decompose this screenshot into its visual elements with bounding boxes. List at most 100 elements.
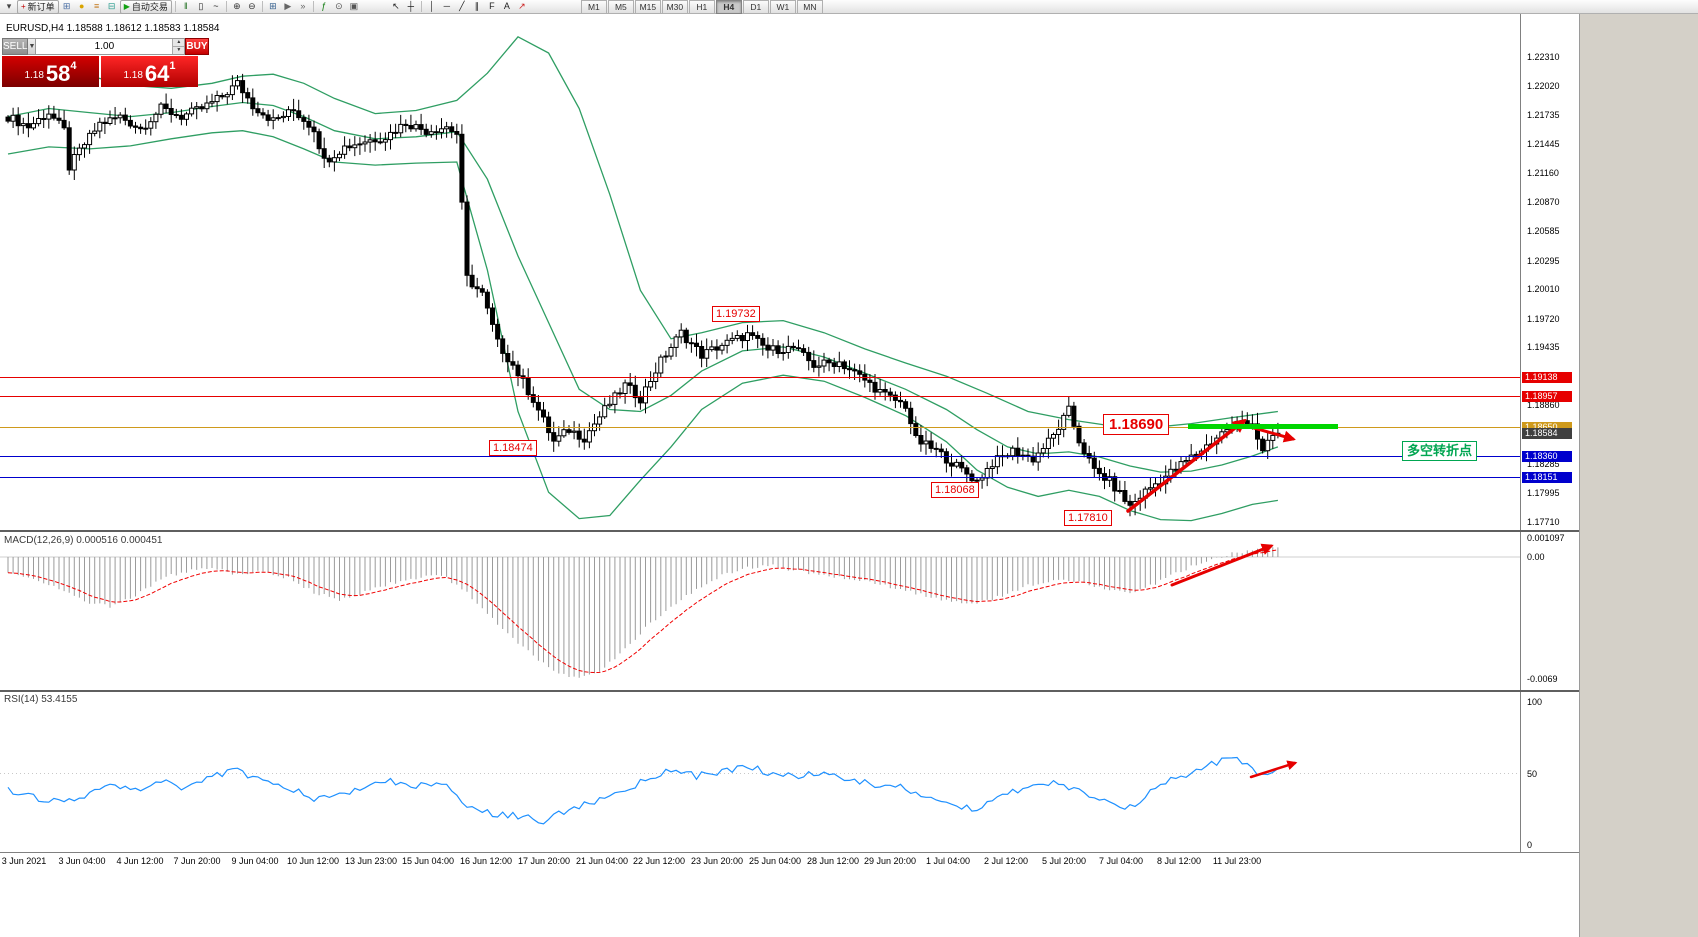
buy-price-box[interactable]: 1.18 64 1 xyxy=(101,56,198,87)
timeframe-mn[interactable]: MN xyxy=(796,0,823,14)
time-axis-label: 3 Jun 04:00 xyxy=(58,856,106,866)
price-axis-label: 1.22310 xyxy=(1527,52,1560,62)
sell-price-sup: 4 xyxy=(70,60,77,72)
zoom-out-icon[interactable]: ⊖ xyxy=(248,1,256,11)
buy-price-sup: 1 xyxy=(169,60,176,72)
horizontal-line-icon[interactable]: ─ xyxy=(443,1,451,11)
horizontal-line-1.1836[interactable] xyxy=(0,456,1520,457)
timeframe-m15[interactable]: M15 xyxy=(634,0,661,14)
buy-price-big: 64 xyxy=(144,61,170,86)
price-axis-label: 1.19435 xyxy=(1527,342,1560,352)
price-callout[interactable]: 1.18068 xyxy=(931,482,979,498)
time-axis-label: 11 Jul 23:00 xyxy=(1212,856,1262,866)
time-axis-label: 1 Jul 04:00 xyxy=(925,856,971,866)
time-axis[interactable]: 3 Jun 2021 3 Jun 04:00 4 Jun 12:00 7 Jun 20… xyxy=(0,852,1579,869)
timeframe-w1[interactable]: W1 xyxy=(769,0,796,14)
history-center-icon[interactable]: ≡ xyxy=(94,1,100,11)
tile-windows-icon[interactable]: ⊞ xyxy=(269,1,277,11)
time-axis-label: 29 Jun 20:00 xyxy=(863,856,917,866)
turning-point-label[interactable]: 多空转折点 xyxy=(1402,441,1478,461)
price-axis-label: 1.17995 xyxy=(1527,488,1560,498)
timeframe-d1[interactable]: D1 xyxy=(742,0,769,14)
horizontal-line-1.18151[interactable] xyxy=(0,477,1520,478)
time-axis-label: 7 Jun 20:00 xyxy=(173,856,221,866)
new-order-icon: + xyxy=(21,2,26,11)
bottom-strip xyxy=(0,868,1579,937)
line-chart-icon[interactable]: ~ xyxy=(213,1,219,11)
volume-input[interactable] xyxy=(36,39,173,54)
workspace-background xyxy=(1579,14,1698,937)
price-axis-badge: 1.18151 xyxy=(1522,472,1572,483)
toolbar-separator xyxy=(420,1,422,12)
time-axis-label: 22 Jun 12:00 xyxy=(632,856,686,866)
price-axis-badge: 1.18957 xyxy=(1522,391,1572,402)
fibonacci-icon[interactable]: F xyxy=(489,1,495,11)
macd-canvas[interactable] xyxy=(0,533,1520,689)
crosshair-icon[interactable]: ┼ xyxy=(407,1,415,11)
text-icon[interactable]: A xyxy=(503,1,510,11)
global-settings-icon[interactable]: ⊟ xyxy=(107,1,116,11)
timeframe-m30[interactable]: M30 xyxy=(661,0,688,14)
candlestick-chart-icon[interactable]: ▯ xyxy=(198,1,204,11)
time-axis-label: 2 Jul 12:00 xyxy=(983,856,1029,866)
price-chart-canvas[interactable] xyxy=(0,14,1520,531)
sell-button[interactable]: SELL xyxy=(2,38,29,55)
price-axis-label: 1.21735 xyxy=(1527,110,1560,120)
alerts-icon[interactable]: ● xyxy=(78,1,85,11)
macd-axis-label: 0.001097 xyxy=(1527,533,1565,543)
arrows-icon[interactable]: ↗ xyxy=(518,1,526,11)
price-callout[interactable]: 1.17810 xyxy=(1064,510,1112,526)
new-order-button[interactable]: + 新订单 xyxy=(17,0,59,14)
auto-scroll-icon[interactable]: ▶ xyxy=(284,1,292,11)
chart-menu-icon[interactable]: ▾ xyxy=(6,1,12,11)
volume-up-icon[interactable]: ▲ xyxy=(172,39,185,47)
time-axis-label: 5 Jul 20:00 xyxy=(1041,856,1087,866)
time-axis-label: 7 Jul 04:00 xyxy=(1098,856,1144,866)
time-axis-label: 3 Jun 2021 xyxy=(1,856,47,866)
rsi-header: RSI(14) 53.4155 xyxy=(4,694,78,705)
cursor-icon[interactable]: ↖ xyxy=(392,1,400,11)
support-zone-line[interactable] xyxy=(1188,424,1338,429)
autotrading-button[interactable]: ▶ 自动交易 xyxy=(119,0,172,14)
one-click-trading-panel: SELL ▼ ▲ ▼ BUY 1.18 58 4 1.18 64 1 xyxy=(2,38,209,87)
periods-icon[interactable]: ⊙ xyxy=(335,1,343,11)
templates-icon[interactable]: ▣ xyxy=(349,1,359,11)
profiles-icon[interactable]: ⊞ xyxy=(62,1,71,11)
macd-rsi-separator[interactable] xyxy=(0,690,1579,692)
price-callout[interactable]: 1.18690 xyxy=(1103,414,1170,435)
price-callout[interactable]: 1.19732 xyxy=(712,306,760,322)
price-callout[interactable]: 1.18474 xyxy=(489,440,537,456)
chart-info-line: EURUSD,H4 1.18588 1.18612 1.18583 1.1858… xyxy=(6,23,220,34)
chart-shift-icon[interactable]: » xyxy=(300,1,306,11)
price-axis-label: 1.20870 xyxy=(1527,197,1560,207)
price-axis-label: 1.22020 xyxy=(1527,81,1560,91)
timeframe-h1[interactable]: H1 xyxy=(688,0,715,14)
price-axis-badge: 1.18360 xyxy=(1522,451,1572,462)
timeframe-m5[interactable]: M5 xyxy=(607,0,634,14)
time-axis-label: 4 Jun 12:00 xyxy=(116,856,164,866)
sell-price-prefix: 1.18 xyxy=(24,70,44,81)
horizontal-line-1.18957[interactable] xyxy=(0,396,1520,397)
rsi-canvas[interactable] xyxy=(0,692,1520,852)
order-type-caret[interactable]: ▼ xyxy=(28,38,37,55)
horizontal-line-1.1865[interactable] xyxy=(0,427,1520,428)
main-macd-separator[interactable] xyxy=(0,530,1579,532)
horizontal-line-1.19138[interactable] xyxy=(0,377,1520,378)
rsi-axis-label: 100 xyxy=(1527,697,1543,707)
timeframe-h4[interactable]: H4 xyxy=(715,0,742,14)
timeframe-m1[interactable]: M1 xyxy=(580,0,607,14)
trendline-icon[interactable]: ╱ xyxy=(459,1,465,11)
vertical-line-icon[interactable]: │ xyxy=(429,1,435,11)
sell-price-box[interactable]: 1.18 58 4 xyxy=(2,56,99,87)
price-axis[interactable]: 1.22310 1.22020 1.21735 1.21445 1.21160 1.208… xyxy=(1520,14,1579,852)
channel-icon[interactable]: ∥ xyxy=(474,1,480,11)
volume-field: ▲ ▼ xyxy=(36,38,186,55)
volume-down-icon[interactable]: ▼ xyxy=(172,47,185,54)
price-axis-label: 1.20585 xyxy=(1527,226,1560,236)
bar-chart-icon[interactable]: ‖ xyxy=(184,1,188,11)
zoom-in-icon[interactable]: ⊕ xyxy=(233,1,241,11)
toolbar-separator xyxy=(174,1,176,12)
price-axis-badge: 1.19138 xyxy=(1522,372,1572,383)
buy-button[interactable]: BUY xyxy=(185,38,209,55)
indicators-icon[interactable]: ƒ xyxy=(321,1,327,11)
